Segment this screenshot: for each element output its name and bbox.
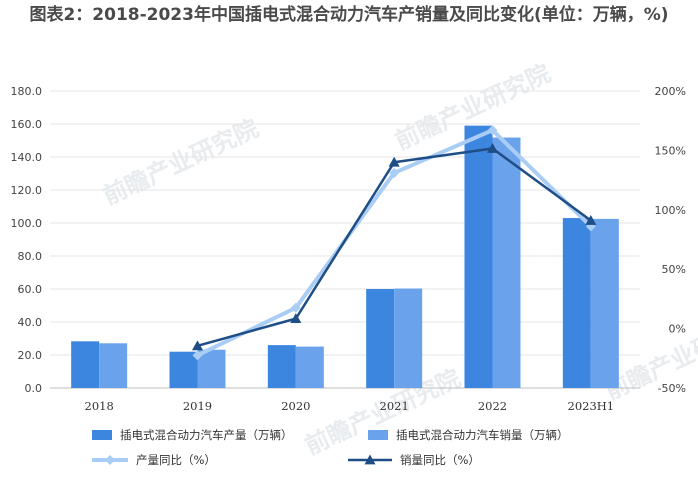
y-left-tick-label: 60.0 (18, 283, 43, 296)
legend-label: 插电式混合动力汽车产量（万辆） (120, 428, 293, 442)
point-marker (389, 167, 400, 178)
y-right-tick-label: 200% (655, 85, 686, 98)
axes: 0.0 20.0 40.0 60.0 80.0 100.0 120.0 140.0 160.0 1… (11, 85, 687, 413)
legend-marker (364, 454, 376, 465)
y-left-tick-label: 80.0 (18, 250, 43, 263)
bar (394, 288, 423, 388)
watermark-text: 前瞻产业研究院 (99, 114, 263, 210)
point-marker (487, 142, 498, 153)
point-marker (388, 156, 400, 167)
point-marker (585, 214, 597, 225)
bar (267, 345, 296, 388)
legend-swatch (92, 430, 112, 440)
bars (71, 125, 619, 389)
bar (71, 341, 100, 388)
lines (192, 125, 597, 361)
x-tick-label: 2018 (85, 399, 114, 413)
y-left-tick-label: 40.0 (18, 316, 43, 329)
y-left-tick-label: 160.0 (11, 118, 43, 131)
bar (590, 218, 619, 388)
chart-title: 图表2：2018-2023年中国插电式混合动力汽车产销量及同比变化(单位：万辆，… (29, 5, 669, 25)
y-left-tick-label: 180.0 (11, 85, 43, 98)
bar (197, 349, 226, 388)
gridlines (50, 90, 640, 389)
legend-swatch (368, 430, 388, 440)
bar (492, 137, 521, 388)
point-marker (290, 302, 301, 313)
x-tick-label: 2023H1 (568, 399, 615, 413)
legend-label: 销量同比（%） (400, 453, 480, 467)
bar (366, 289, 395, 388)
x-tick-label: 2021 (380, 399, 409, 413)
y-right-tick-label: 50% (662, 263, 686, 276)
y-right-tick-label: -50% (658, 382, 686, 395)
y-left-tick-label: 20.0 (18, 349, 43, 362)
point-marker (290, 313, 302, 324)
bar (99, 343, 128, 388)
bar (464, 125, 493, 389)
legend-marker (105, 455, 115, 465)
point-marker (192, 340, 203, 351)
point-marker (487, 125, 498, 136)
y-left-tick-label: 100.0 (11, 217, 43, 230)
legend-label: 产量同比（%） (136, 453, 216, 467)
x-tick-label: 2019 (183, 399, 212, 413)
legend-label: 插电式混合动力汽车销量（万辆） (396, 428, 569, 442)
legend: 插电式混合动力汽车产量（万辆） 插电式混合动力汽车销量（万辆） 产量同比（%） 销量同… (92, 428, 569, 467)
y-left-tick-label: 0.0 (25, 382, 43, 395)
bar (562, 218, 591, 388)
bar (169, 351, 198, 388)
y-left-tick-label: 140.0 (11, 151, 43, 164)
x-tick-label: 2020 (281, 399, 310, 413)
y-right-tick-label: 100% (655, 204, 686, 217)
point-marker (192, 350, 203, 361)
y-right-tick-label: 150% (655, 144, 686, 157)
bar (295, 346, 324, 388)
y-right-tick-label: 0% (669, 323, 686, 336)
x-tick-label: 2022 (478, 399, 507, 413)
y-left-tick-label: 120.0 (11, 184, 43, 197)
